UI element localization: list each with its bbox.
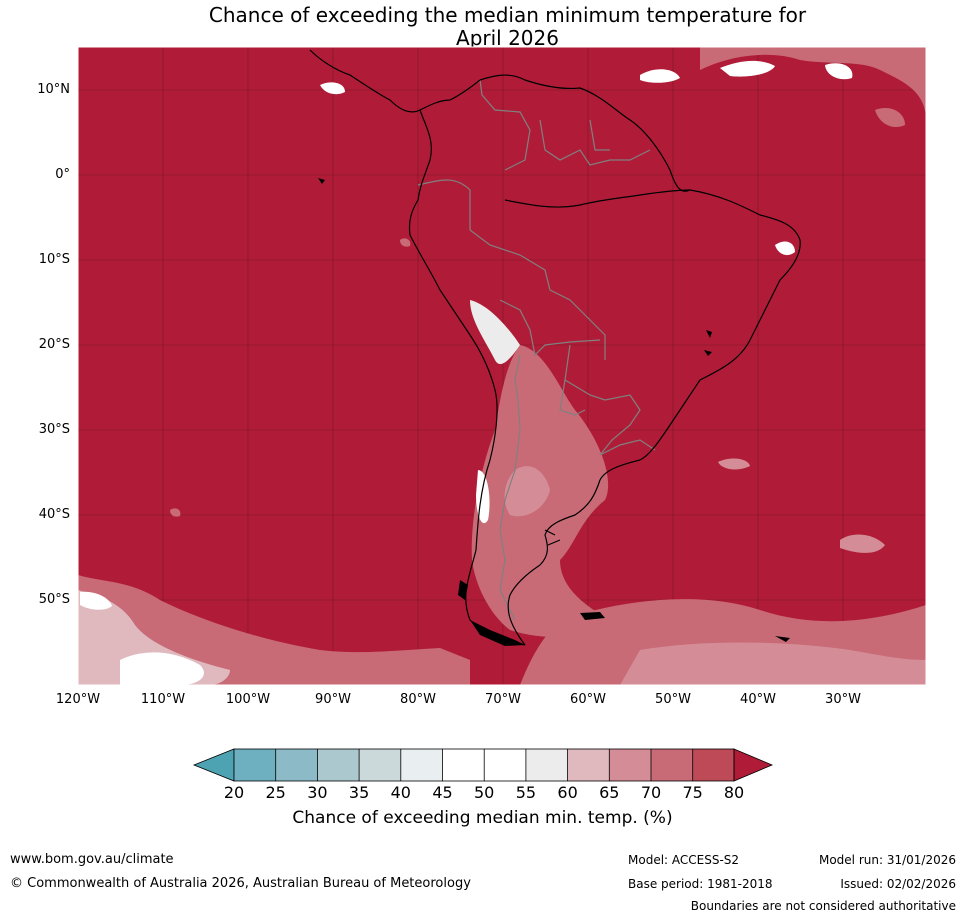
lon-label-110w: 110°W <box>140 692 186 707</box>
colorbar-tick-70: 70 <box>640 783 662 802</box>
lon-label-90w: 90°W <box>315 692 351 707</box>
lon-label-40w: 40°W <box>740 692 776 707</box>
colorbar-segment-75-80 <box>692 749 734 781</box>
patch-white-1 <box>120 652 204 685</box>
colorbar-dividers <box>275 749 694 781</box>
coastline <box>309 49 801 646</box>
patch-argentina-light <box>504 466 550 517</box>
colorbar-segment-20-25 <box>234 749 276 781</box>
colorbar-label: Chance of exceeding median min. temp. (%… <box>292 808 673 828</box>
lat-label-10s: 10°S <box>38 252 70 267</box>
colorbar-tick-55: 55 <box>515 783 537 802</box>
issued-text: Issued: 02/02/2026 <box>840 877 956 891</box>
title-line-1: Chance of exceeding the median minimum t… <box>208 3 807 27</box>
colorbar-tick-20: 20 <box>223 783 245 802</box>
lat-label-10n: 10°N <box>37 82 70 97</box>
colorbar-tick-40: 40 <box>390 783 411 802</box>
patch-south-atlantic-light <box>620 642 926 685</box>
colorbar-tick-80: 80 <box>723 783 745 802</box>
country-borders <box>417 79 656 621</box>
probability-patches <box>78 47 926 685</box>
colorbar-high-arrow <box>733 748 774 782</box>
colorbar-segment-45-50 <box>442 749 485 781</box>
colorbar-segment-25-30 <box>275 749 318 781</box>
copyright-text: © Commonwealth of Australia 2026, Austra… <box>10 876 471 891</box>
model-text: Model: ACCESS-S2 <box>628 853 740 867</box>
lon-label-70w: 70°W <box>485 692 521 707</box>
colorbar-segment-50-55 <box>484 749 526 781</box>
colorbar-frame <box>233 748 735 782</box>
colorbar <box>192 748 774 782</box>
patch-atlantic-30s <box>718 458 750 470</box>
patch-north-atlantic-white <box>720 60 775 77</box>
patch-north-atlantic <box>700 47 926 120</box>
patch-andes-white <box>470 300 520 365</box>
lat-label-0: 0° <box>55 167 70 182</box>
colorbar-tick-60: 60 <box>557 783 578 802</box>
lon-label-100w: 100°W <box>225 692 271 707</box>
map-title: Chance of exceeding the median minimum t… <box>0 4 965 50</box>
colorbar-segment-70-75 <box>651 749 693 781</box>
colorbar-low-arrow <box>192 748 235 782</box>
lat-label-20s: 20°S <box>38 337 70 352</box>
model-run-text: Model run: 31/01/2026 <box>818 853 956 867</box>
patch-north-atlantic-3 <box>825 63 853 80</box>
patch-pacific-0 <box>400 238 411 247</box>
patch-north-atlantic-2 <box>640 69 680 83</box>
website-link[interactable]: www.bom.gov.au/climate <box>10 852 174 867</box>
lon-label-120w: 120°W <box>55 692 101 707</box>
lon-label-30w: 30°W <box>825 692 861 707</box>
colorbar-tick-35: 35 <box>348 783 370 802</box>
colorbar-segment-35-40 <box>359 749 401 781</box>
lat-label-50s: 50°S <box>38 592 70 607</box>
colorbar-segment-30-35 <box>317 749 360 781</box>
map-frame <box>77 46 927 686</box>
title-line-2: April 2026 <box>456 26 559 50</box>
colorbar-tick-30: 30 <box>307 783 328 802</box>
patch-pacific-40s <box>170 508 181 517</box>
disclaimer-text: Boundaries are not considered authoritat… <box>690 899 956 913</box>
colorbar-segment-65-70 <box>609 749 651 781</box>
patch-brazil-coast <box>775 241 795 256</box>
colorbar-tick-45: 45 <box>432 783 453 802</box>
colorbar-segment-60-65 <box>567 749 610 781</box>
patch-north-atlantic-4 <box>875 107 905 128</box>
patch-caribbean <box>320 82 345 95</box>
lon-label-50w: 50°W <box>655 692 691 707</box>
colorbar-tick-50: 50 <box>474 783 495 802</box>
lon-label-80w: 80°W <box>400 692 436 707</box>
patch-atlantic-40s <box>840 534 885 553</box>
colorbar-tick-25: 25 <box>265 783 286 802</box>
base-period-text: Base period: 1981-2018 <box>628 877 773 891</box>
lon-label-60w: 60°W <box>570 692 606 707</box>
colorbar-segment-55-60 <box>525 749 568 781</box>
map-panel <box>77 46 927 686</box>
colorbar-tick-65: 65 <box>599 783 620 802</box>
colorbar-segment-40-45 <box>400 749 443 781</box>
colorbar-tick-75: 75 <box>682 783 703 802</box>
lat-label-40s: 40°S <box>38 507 70 522</box>
lat-label-30s: 30°S <box>38 422 70 437</box>
patch-white-2 <box>80 591 112 610</box>
islands <box>318 178 790 646</box>
